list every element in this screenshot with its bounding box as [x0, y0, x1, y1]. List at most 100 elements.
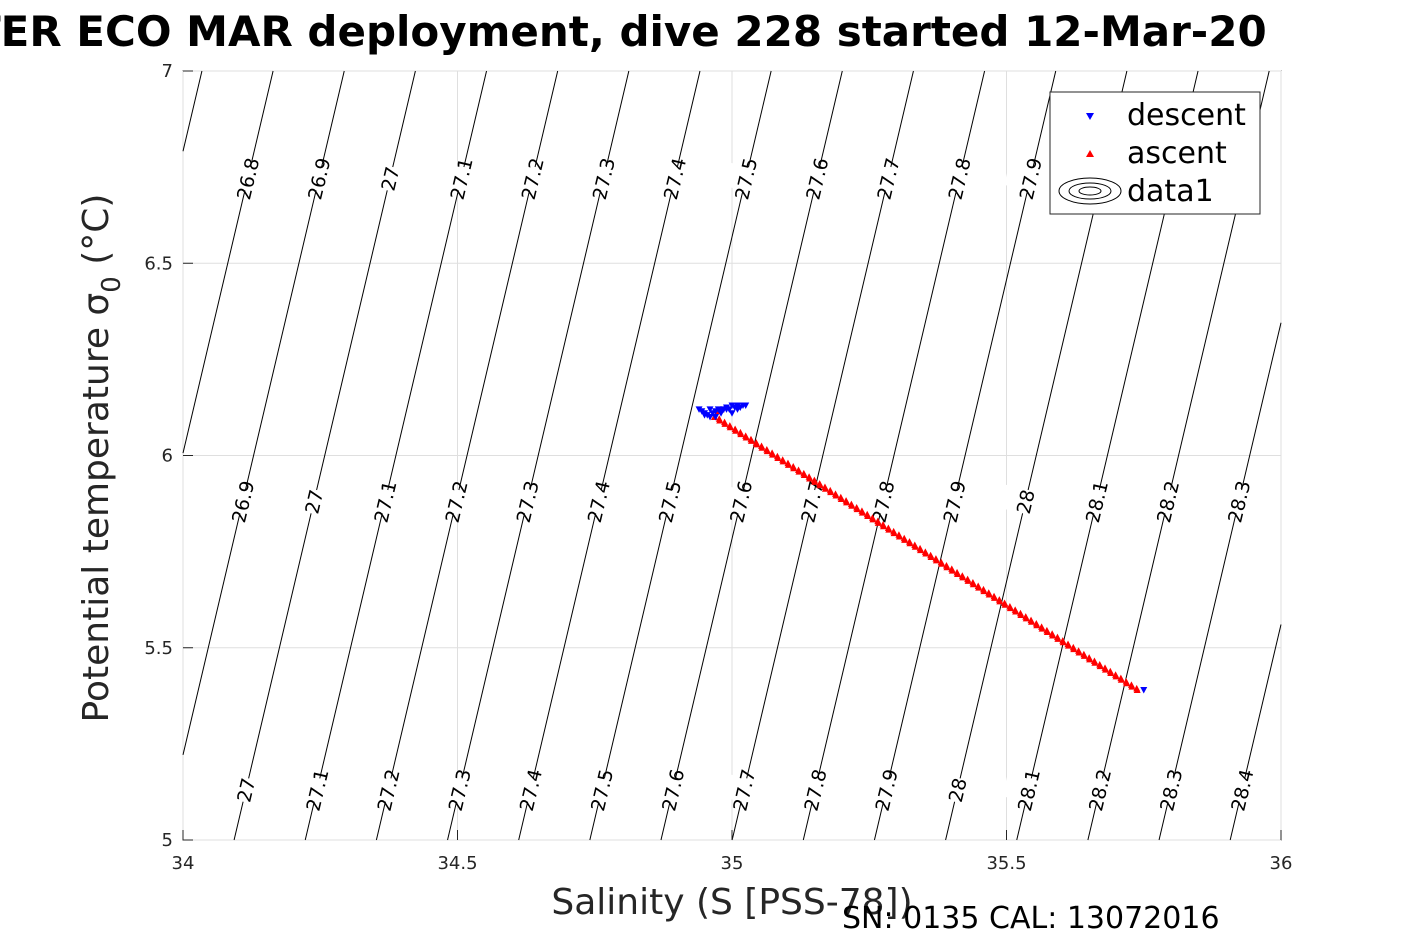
contour-label-backdrop: [1073, 772, 1126, 808]
ascent-point: [980, 587, 988, 595]
contour-label-backdrop: [1141, 484, 1194, 519]
descent-point: [717, 408, 725, 415]
legend-ascent-label: ascent: [1127, 136, 1227, 171]
contour-label-backdrop: [1212, 484, 1265, 519]
ascent-point: [927, 553, 935, 560]
x-tick-label: 34: [172, 853, 195, 874]
contour-label-backdrop: [577, 161, 630, 196]
density-contour-labels: 26.8 26.9 27 27.1 27.2 27.3 27.4 27.5 27.6 27.7 27…: [216, 156, 1269, 813]
ascent-point: [726, 423, 734, 431]
ascent-point: [901, 536, 909, 543]
ascent-point: [990, 594, 998, 601]
ascent-point: [943, 563, 951, 571]
ascent-point: [1017, 611, 1025, 618]
contour-label-backdrop: [221, 161, 274, 196]
ascent-point: [742, 434, 750, 441]
ascent-point: [1054, 635, 1062, 642]
x-tick-label: 36: [1270, 853, 1293, 874]
descent-point: [706, 406, 714, 413]
ascent-point: [763, 447, 771, 455]
legend-descent-marker: [1086, 113, 1094, 120]
ascent-point: [890, 529, 898, 537]
ascent-point: [821, 485, 829, 492]
density-contour-line: [731, 70, 914, 841]
ascent-point: [1107, 669, 1115, 676]
contour-label-backdrop: [999, 484, 1052, 519]
contour-label: 28: [945, 776, 972, 805]
ascent-point: [880, 522, 888, 530]
ascent-point: [1064, 642, 1072, 649]
ascent-point: [885, 526, 893, 533]
y-axis-label-main: Potential temperature σ: [76, 293, 117, 723]
contour-label-backdrop: [358, 484, 412, 519]
contour-label-backdrop: [433, 772, 486, 808]
ascent-point: [1086, 655, 1094, 663]
contour-label-backdrop: [717, 772, 771, 808]
contour-label: 27: [301, 488, 328, 517]
contour-label-backdrop: [292, 161, 345, 196]
ascent-point: [1123, 679, 1131, 687]
ascent-point: [737, 430, 745, 438]
legend-data1-label: data1: [1127, 174, 1214, 209]
density-contour-line: [447, 70, 630, 841]
ascent-point: [1112, 672, 1120, 680]
contour-label-backdrop: [290, 772, 344, 808]
ascent-point: [790, 464, 798, 472]
density-contour-line: [182, 70, 274, 454]
density-contour-line: [589, 70, 772, 841]
contour-label-backdrop: [646, 772, 699, 808]
ascent-point: [1128, 683, 1136, 690]
ascent-point: [853, 505, 861, 513]
ascent-point: [832, 492, 840, 499]
contour-label-backdrop: [1215, 772, 1269, 808]
ascent-point: [732, 427, 740, 434]
ascent-point: [906, 539, 914, 547]
ascent-point: [753, 440, 761, 448]
serial-calibration-footer: SN: 0135 CAL: 13072016: [842, 901, 1220, 936]
descent-point: [728, 410, 736, 417]
ascent-point: [837, 495, 845, 502]
ascent-point: [1043, 628, 1051, 636]
ascent-point: [811, 478, 819, 485]
descent-point: [733, 406, 741, 413]
ascent-point: [1133, 686, 1141, 694]
density-contour-line: [375, 70, 559, 841]
ascent-point: [932, 556, 940, 564]
ascent-point: [948, 567, 956, 574]
density-contour-line: [1229, 624, 1282, 841]
ascent-point: [1049, 631, 1057, 639]
ascent-point: [769, 451, 777, 458]
contour-label-backdrop: [790, 161, 844, 196]
contour-label-backdrop: [719, 161, 772, 196]
ascent-point: [874, 519, 882, 526]
ascent-point: [843, 498, 851, 506]
density-contour-line: [802, 70, 986, 841]
density-contour-line: [233, 70, 416, 841]
ascent-point: [816, 481, 824, 489]
y-axis-label-unit: (°C): [76, 194, 117, 277]
contour-label-backdrop: [1144, 772, 1197, 808]
ascent-point: [996, 597, 1004, 605]
ascent-point: [827, 488, 835, 496]
ascent-point: [1027, 618, 1035, 625]
ascent-point: [1091, 659, 1099, 666]
density-contour-line: [1158, 322, 1282, 841]
x-tick-label: 35: [721, 853, 744, 874]
contour-label-backdrop: [363, 161, 417, 196]
ascent-point: [1070, 645, 1078, 653]
ascent-point: [1117, 676, 1125, 683]
ascent-point: [1038, 625, 1046, 632]
legend: descent ascent data1: [1049, 91, 1261, 215]
contour-label-backdrop: [933, 161, 986, 196]
ascent-point: [716, 416, 724, 424]
legend-descent-label: descent: [1127, 98, 1246, 133]
y-tick-label: 6: [162, 446, 173, 467]
ascent-point: [800, 471, 808, 479]
ascent-point: [779, 457, 787, 465]
ascent-point: [922, 550, 930, 557]
x-axis-label: Salinity (S [PSS-78]): [551, 882, 912, 923]
ascent-point: [964, 577, 972, 584]
contour-label-backdrop: [504, 772, 557, 808]
ascent-point: [959, 573, 967, 581]
density-contour-line: [873, 70, 1057, 841]
